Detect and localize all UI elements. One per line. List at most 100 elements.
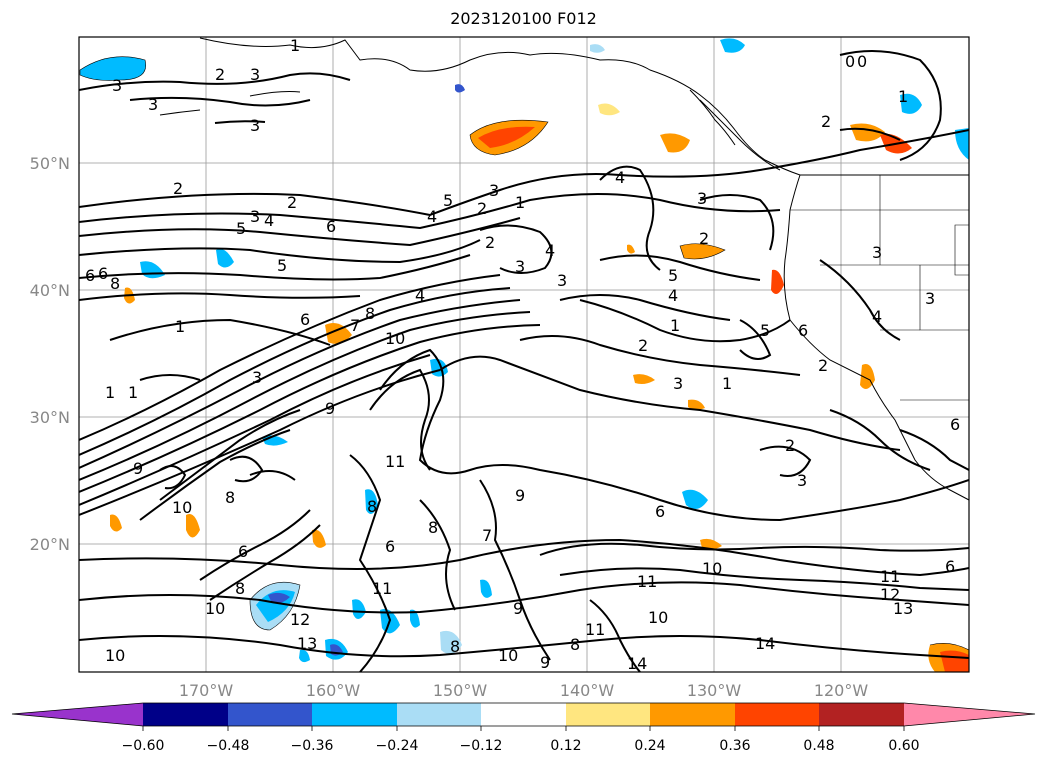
contour-label: 8 — [450, 637, 460, 656]
contour-label: 3 — [797, 471, 807, 490]
contour-label: 2 — [821, 112, 831, 131]
contour-label: 3 — [925, 289, 935, 308]
contour-label: 5 — [668, 266, 678, 285]
colorbar-tick-label: 0.36 — [719, 738, 750, 754]
contour-label: 0 — [857, 52, 867, 71]
contour-label: 3 — [250, 116, 260, 135]
contour-label: 1 — [175, 317, 185, 336]
colorbar-ticks — [142, 726, 905, 731]
contour-label: 8 — [110, 274, 120, 293]
lat-tick-label: 40°N — [30, 281, 70, 300]
contour-label-layer: 1 2 3 3 3 3 0 0 1 2 2 2 3 5 4 6 4 3 3 1 … — [85, 36, 960, 672]
contour-label: 2 — [638, 336, 648, 355]
contour-label: 8 — [225, 488, 235, 507]
contour-label: 2 — [485, 233, 495, 252]
map-title: 2023120100 F012 — [450, 9, 597, 28]
colorbar-tick-label: −0.36 — [291, 738, 334, 754]
contour-label: 3 — [557, 271, 567, 290]
colorbar-tick-label: −0.48 — [207, 738, 250, 754]
contour-label: 6 — [655, 502, 665, 521]
colorbar-segment — [481, 703, 566, 726]
contour-label: 3 — [250, 207, 260, 226]
map-frame — [78, 36, 970, 673]
contour-label: 5 — [277, 256, 287, 275]
lon-tick-label: 150°W — [433, 681, 488, 700]
contour-label: 10 — [648, 608, 668, 627]
lon-tick-label: 170°W — [179, 681, 234, 700]
contour-label: 7 — [350, 316, 360, 335]
contour-label: 5 — [760, 321, 770, 340]
contour-label: 2 — [785, 436, 795, 455]
contour-label: 4 — [415, 286, 425, 305]
contour-label: 6 — [385, 537, 395, 556]
colorbar-segment — [650, 703, 735, 726]
contour-label: 4 — [615, 168, 625, 187]
contour-label: 4 — [427, 207, 437, 226]
contour-label: 1 — [898, 87, 908, 106]
colorbar-segment — [735, 703, 819, 726]
contour-label: 9 — [515, 486, 525, 505]
colorbar-segment — [143, 703, 228, 726]
contour-label: 11 — [372, 579, 392, 598]
colorbar-tick-label: 0.12 — [550, 738, 581, 754]
contour-label: 4 — [545, 241, 555, 260]
contour-label: 8 — [570, 635, 580, 654]
colorbar-extend-high — [904, 703, 1035, 726]
colorbar-segment — [819, 703, 904, 726]
contour-label: 2 — [818, 356, 828, 375]
contour-label: 14 — [755, 634, 775, 653]
contour-label: 1 — [722, 374, 732, 393]
contour-label: 2 — [173, 179, 183, 198]
contour-label: 3 — [252, 368, 262, 387]
contour-label: 6 — [238, 542, 248, 561]
colorbar-tick-label: 0.48 — [803, 738, 834, 754]
contour-label: 6 — [945, 557, 955, 576]
lat-tick-label: 30°N — [30, 408, 70, 427]
contour-lines — [79, 50, 969, 672]
contour-label: 3 — [673, 374, 683, 393]
contour-label: 1 — [128, 383, 138, 402]
contour-label: 3 — [515, 257, 525, 276]
contour-label: 6 — [950, 415, 960, 434]
contour-label: 4 — [872, 307, 882, 326]
contour-label: 12 — [880, 585, 900, 604]
contour-label: 9 — [513, 599, 523, 618]
axis-labels: 50°N 40°N 30°N 20°N 170°W 160°W 150°W 14… — [30, 154, 869, 700]
lon-tick-label: 120°W — [814, 681, 869, 700]
lat-tick-label: 50°N — [30, 154, 70, 173]
contour-label: 4 — [264, 211, 274, 230]
colorbar-segment — [566, 703, 650, 726]
contour-label: 8 — [235, 579, 245, 598]
contour-label: 12 — [290, 610, 310, 629]
contour-label: 9 — [325, 399, 335, 418]
contour-label: 7 — [482, 526, 492, 545]
colorbar-tick-label: −0.24 — [376, 738, 419, 754]
contour-label: 1 — [670, 316, 680, 335]
colorbar-segment — [228, 703, 312, 726]
contour-label: 13 — [893, 599, 913, 618]
lon-tick-label: 140°W — [560, 681, 615, 700]
contour-label: 5 — [236, 219, 246, 238]
contour-label: 3 — [872, 243, 882, 262]
contour-label: 10 — [498, 646, 518, 665]
contour-label: 3 — [697, 189, 707, 208]
contour-label: 6 — [98, 264, 108, 283]
contour-label: 1 — [515, 193, 525, 212]
contour-label: 9 — [540, 653, 550, 672]
coastlines — [159, 37, 969, 501]
contour-label: 10 — [205, 599, 225, 618]
contour-label: 1 — [105, 383, 115, 402]
contour-label: 1 — [290, 36, 300, 55]
contour-label: 5 — [443, 191, 453, 210]
lon-tick-label: 130°W — [687, 681, 742, 700]
contour-label: 11 — [585, 620, 605, 639]
colorbar-tick-label: 0.60 — [888, 738, 919, 754]
contour-label: 8 — [367, 497, 377, 516]
colorbar-segment — [397, 703, 481, 726]
contour-label: 8 — [428, 518, 438, 537]
contour-label: 10 — [105, 646, 125, 665]
contour-label: 13 — [297, 634, 317, 653]
colorbar-tick-label: −0.60 — [122, 738, 165, 754]
contour-label: 9 — [133, 459, 143, 478]
